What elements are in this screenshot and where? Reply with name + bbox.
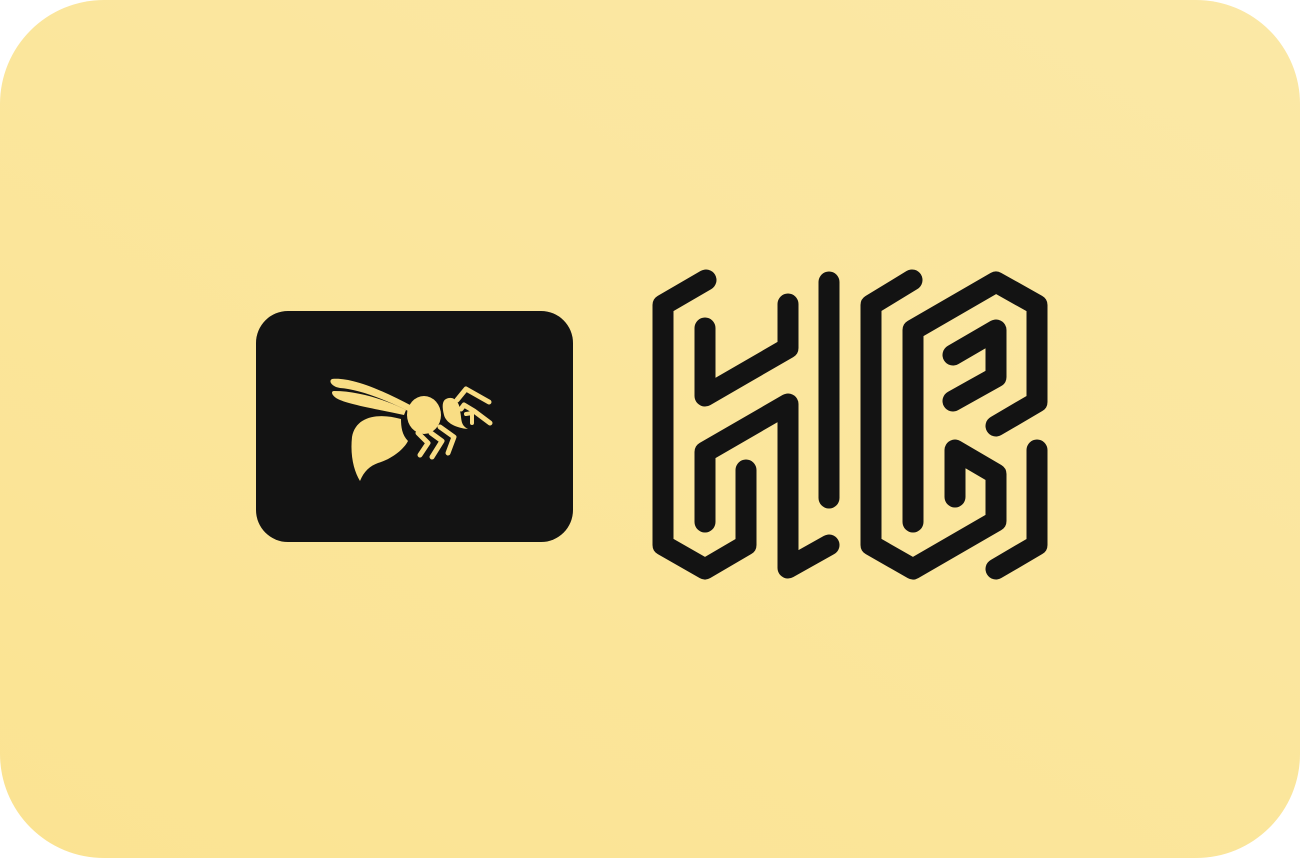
logo-badge — [256, 311, 573, 542]
wasp-icon — [330, 378, 493, 481]
hive-monogram — [652, 269, 1048, 580]
